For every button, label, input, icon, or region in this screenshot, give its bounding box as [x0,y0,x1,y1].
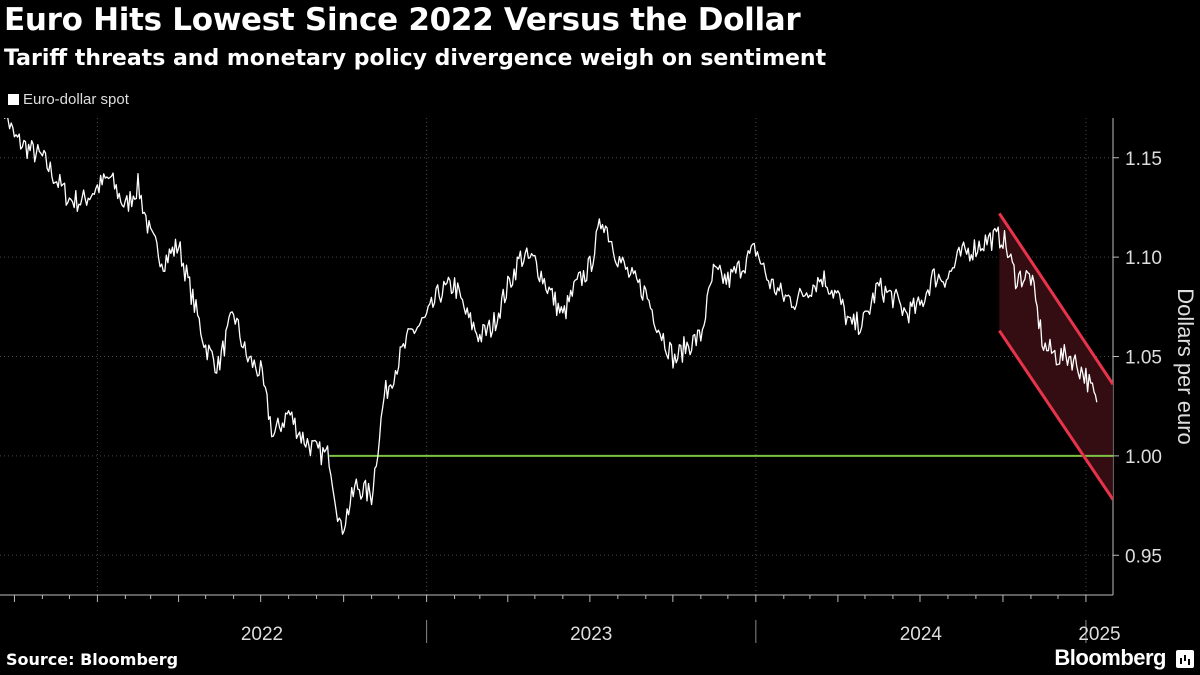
axes: 2022 2023 2024 2025 0.95 1.00 1.05 1.10 1.15 Doll… [0,118,1198,645]
chart-title: Euro Hits Lowest Since 2022 Versus the D… [4,2,801,38]
x-tick-label-2023: 2023 [570,624,612,645]
legend: Euro-dollar spot [8,91,129,108]
legend-label: Euro-dollar spot [23,91,129,108]
x-tick-label-2024: 2024 [900,624,943,645]
terminal-icon [1176,650,1194,668]
legend-swatch [8,94,19,105]
brand-logo: Bloomberg [1054,645,1166,670]
y-tick-label: 1.15 [1125,149,1162,170]
gridlines [0,118,1113,595]
series-line-euro-dollar [4,118,1098,535]
chart-subtitle: Tariff threats and monetary policy diver… [4,46,827,71]
channel-fill [999,213,1113,500]
x-tick-label-2022: 2022 [241,624,283,645]
y-tick-label: 1.10 [1125,248,1162,269]
plot-area [4,118,1113,535]
source-note: Source: Bloomberg [6,650,179,669]
channel-lower-line [998,329,1113,501]
y-axis-title: Dollars per euro [1173,288,1198,445]
y-tick-label: 1.05 [1125,348,1162,369]
y-tick-label: 0.95 [1125,546,1162,567]
y-tick-label: 1.00 [1125,447,1162,468]
x-tick-label-2025: 2025 [1078,624,1120,645]
channel-upper-line [998,212,1113,386]
